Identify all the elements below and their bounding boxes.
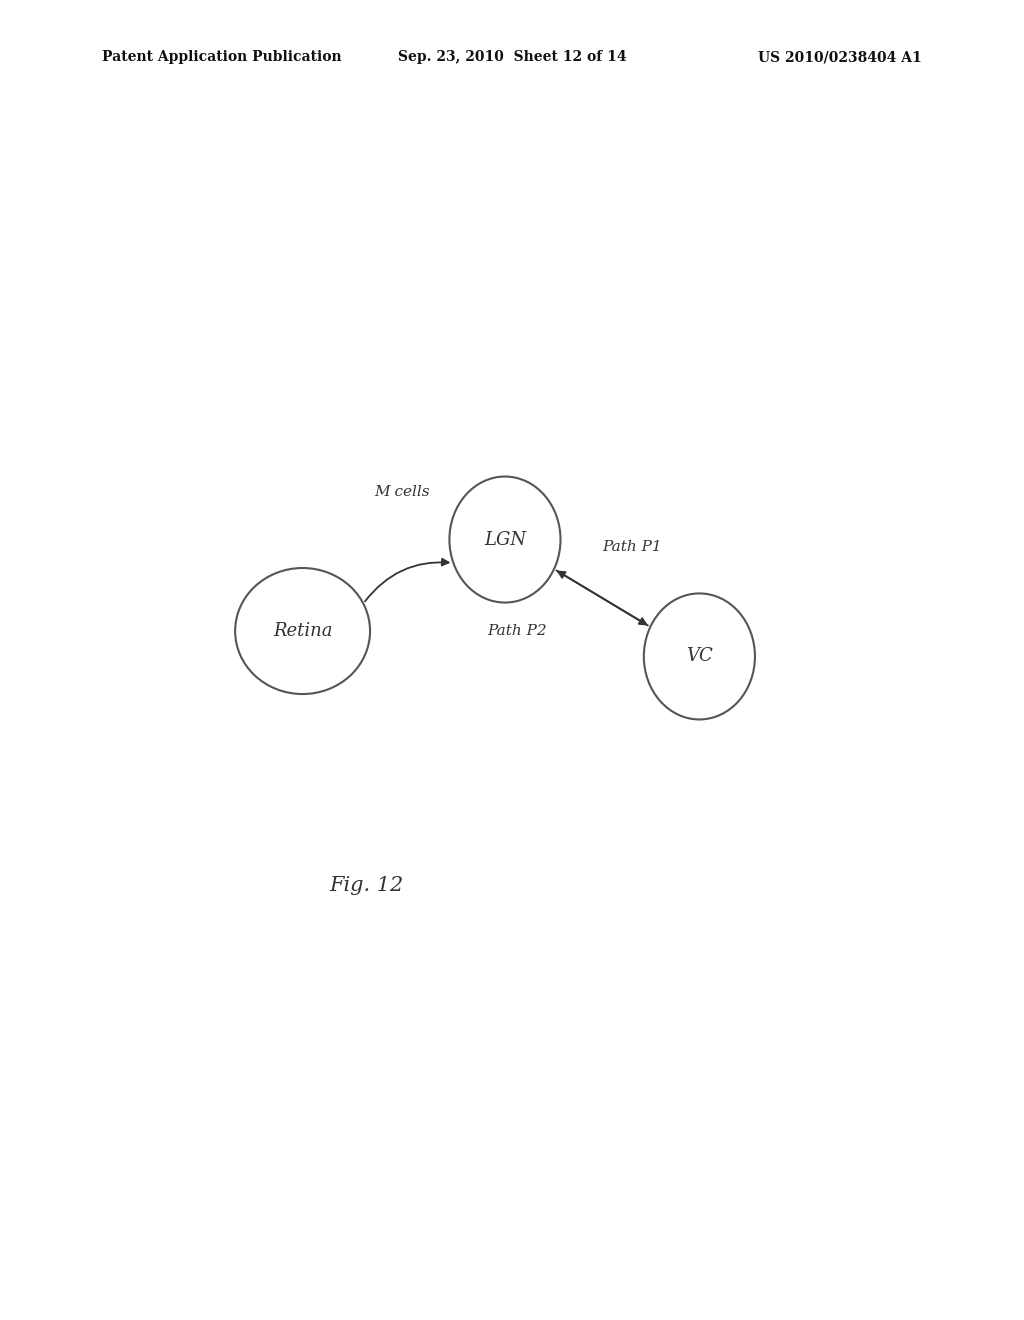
Ellipse shape	[450, 477, 560, 602]
FancyArrowPatch shape	[556, 570, 646, 624]
Text: Retina: Retina	[272, 622, 333, 640]
Text: US 2010/0238404 A1: US 2010/0238404 A1	[758, 50, 922, 65]
FancyArrowPatch shape	[558, 572, 648, 626]
FancyArrowPatch shape	[365, 558, 449, 602]
Text: M cells: M cells	[374, 484, 430, 499]
Ellipse shape	[644, 594, 755, 719]
Text: Patent Application Publication: Patent Application Publication	[102, 50, 342, 65]
Text: VC: VC	[686, 647, 713, 665]
Text: Fig. 12: Fig. 12	[329, 875, 403, 895]
Text: Path P1: Path P1	[602, 540, 662, 553]
Text: Path P2: Path P2	[487, 624, 547, 638]
Text: LGN: LGN	[484, 531, 526, 549]
Text: Sep. 23, 2010  Sheet 12 of 14: Sep. 23, 2010 Sheet 12 of 14	[397, 50, 627, 65]
Ellipse shape	[236, 568, 370, 694]
